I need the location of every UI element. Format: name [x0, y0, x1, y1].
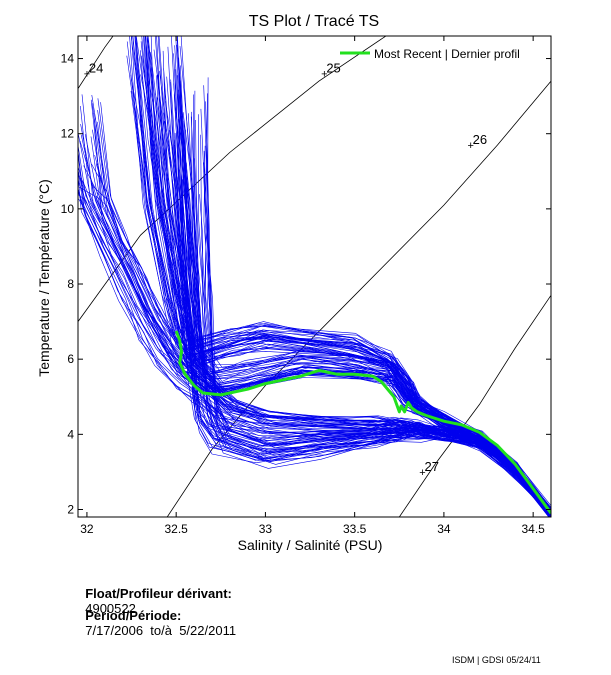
historical-profile-line [95, 163, 551, 509]
historical-profile-line [93, 112, 551, 514]
historical-profile-line [180, 36, 549, 514]
density-contour [78, 36, 114, 89]
x-tick-label: 32.5 [164, 522, 188, 536]
contour-marker: + [84, 69, 90, 81]
period-label: Period/Période: [85, 608, 182, 623]
contour-marker: + [467, 140, 473, 152]
historical-profile-line [150, 52, 551, 511]
historical-profile-line [91, 163, 551, 513]
y-tick-label: 14 [61, 52, 75, 66]
density-contour [78, 36, 387, 322]
credit-line: ISDM | GDSI 05/24/11 [452, 655, 541, 665]
y-tick-label: 4 [67, 427, 74, 441]
historical-profile-line [135, 36, 551, 515]
legend-label: Most Recent | Dernier profil [374, 47, 520, 61]
y-tick-label: 10 [61, 202, 75, 216]
float-label: Float/Profileur dérivant: [85, 586, 232, 601]
float-value: 4900522 [85, 601, 136, 616]
historical-profile-line [92, 185, 551, 509]
historical-profile-line [132, 36, 551, 513]
historical-profile-line [179, 123, 551, 517]
historical-profile-line [178, 94, 551, 514]
historical-profile-line [78, 190, 549, 511]
historical-profile-line [205, 101, 551, 513]
contour-marker: + [419, 467, 425, 479]
x-tick-label: 34.5 [521, 522, 545, 536]
historical-profile-line [182, 136, 551, 511]
historical-profile-line [92, 129, 551, 516]
y-tick-label: 12 [61, 127, 75, 141]
x-tick-label: 32 [80, 522, 94, 536]
contour-label: 25 [326, 61, 340, 76]
density-contours [78, 36, 551, 517]
most-recent-profile [174, 330, 551, 515]
historical-profile-line [90, 99, 551, 516]
period-info: Period/Période: 7/17/2006 to/à 5/22/2011 [78, 593, 236, 638]
density-contour-labels: +24 +25+26+27 [84, 61, 487, 479]
density-contour [166, 80, 551, 517]
x-tick-label: 33 [259, 522, 273, 536]
historical-profile-line [163, 68, 551, 512]
period-value: 7/17/2006 to/à 5/22/2011 [85, 623, 237, 638]
historical-profile-line [80, 134, 551, 516]
series-line-most-recent [174, 330, 551, 515]
contour-label: 26 [473, 132, 487, 147]
historical-profile-line [92, 103, 551, 514]
plot-frame [77, 35, 552, 518]
x-tick-label: 34 [437, 522, 451, 536]
x-axis-label: Salinity / Salinité (PSU) [238, 537, 383, 553]
contour-marker: + [321, 69, 327, 81]
y-tick-label: 6 [67, 352, 74, 366]
historical-profile-line [206, 130, 551, 509]
x-tick-label: 33.5 [343, 522, 367, 536]
float-info: Float/Profileur dérivant: 4900522 [78, 571, 232, 616]
historical-profile-line [145, 36, 551, 515]
historical-profile-line [78, 188, 550, 517]
historical-profile-line [180, 80, 551, 513]
y-tick-label: 2 [67, 502, 74, 516]
density-contour [398, 295, 551, 517]
x-axis: 32 32.5 33 33.5 34 34.5 [80, 36, 545, 536]
contour-label: 27 [424, 459, 438, 474]
chart-title: TS Plot / Tracé TS [249, 13, 379, 30]
y-axis-label: Temperature / Température (°C) [36, 179, 52, 377]
historical-profile-line [200, 134, 551, 512]
historical-profile-line [83, 165, 551, 516]
contour-label: 24 [89, 61, 103, 76]
historical-profiles [78, 36, 551, 517]
historical-profile-line [96, 196, 550, 512]
legend: Most Recent | Dernier profil [340, 47, 520, 61]
historical-profile-line [185, 129, 551, 517]
historical-profile-line [84, 134, 551, 515]
y-tick-label: 8 [67, 277, 74, 291]
